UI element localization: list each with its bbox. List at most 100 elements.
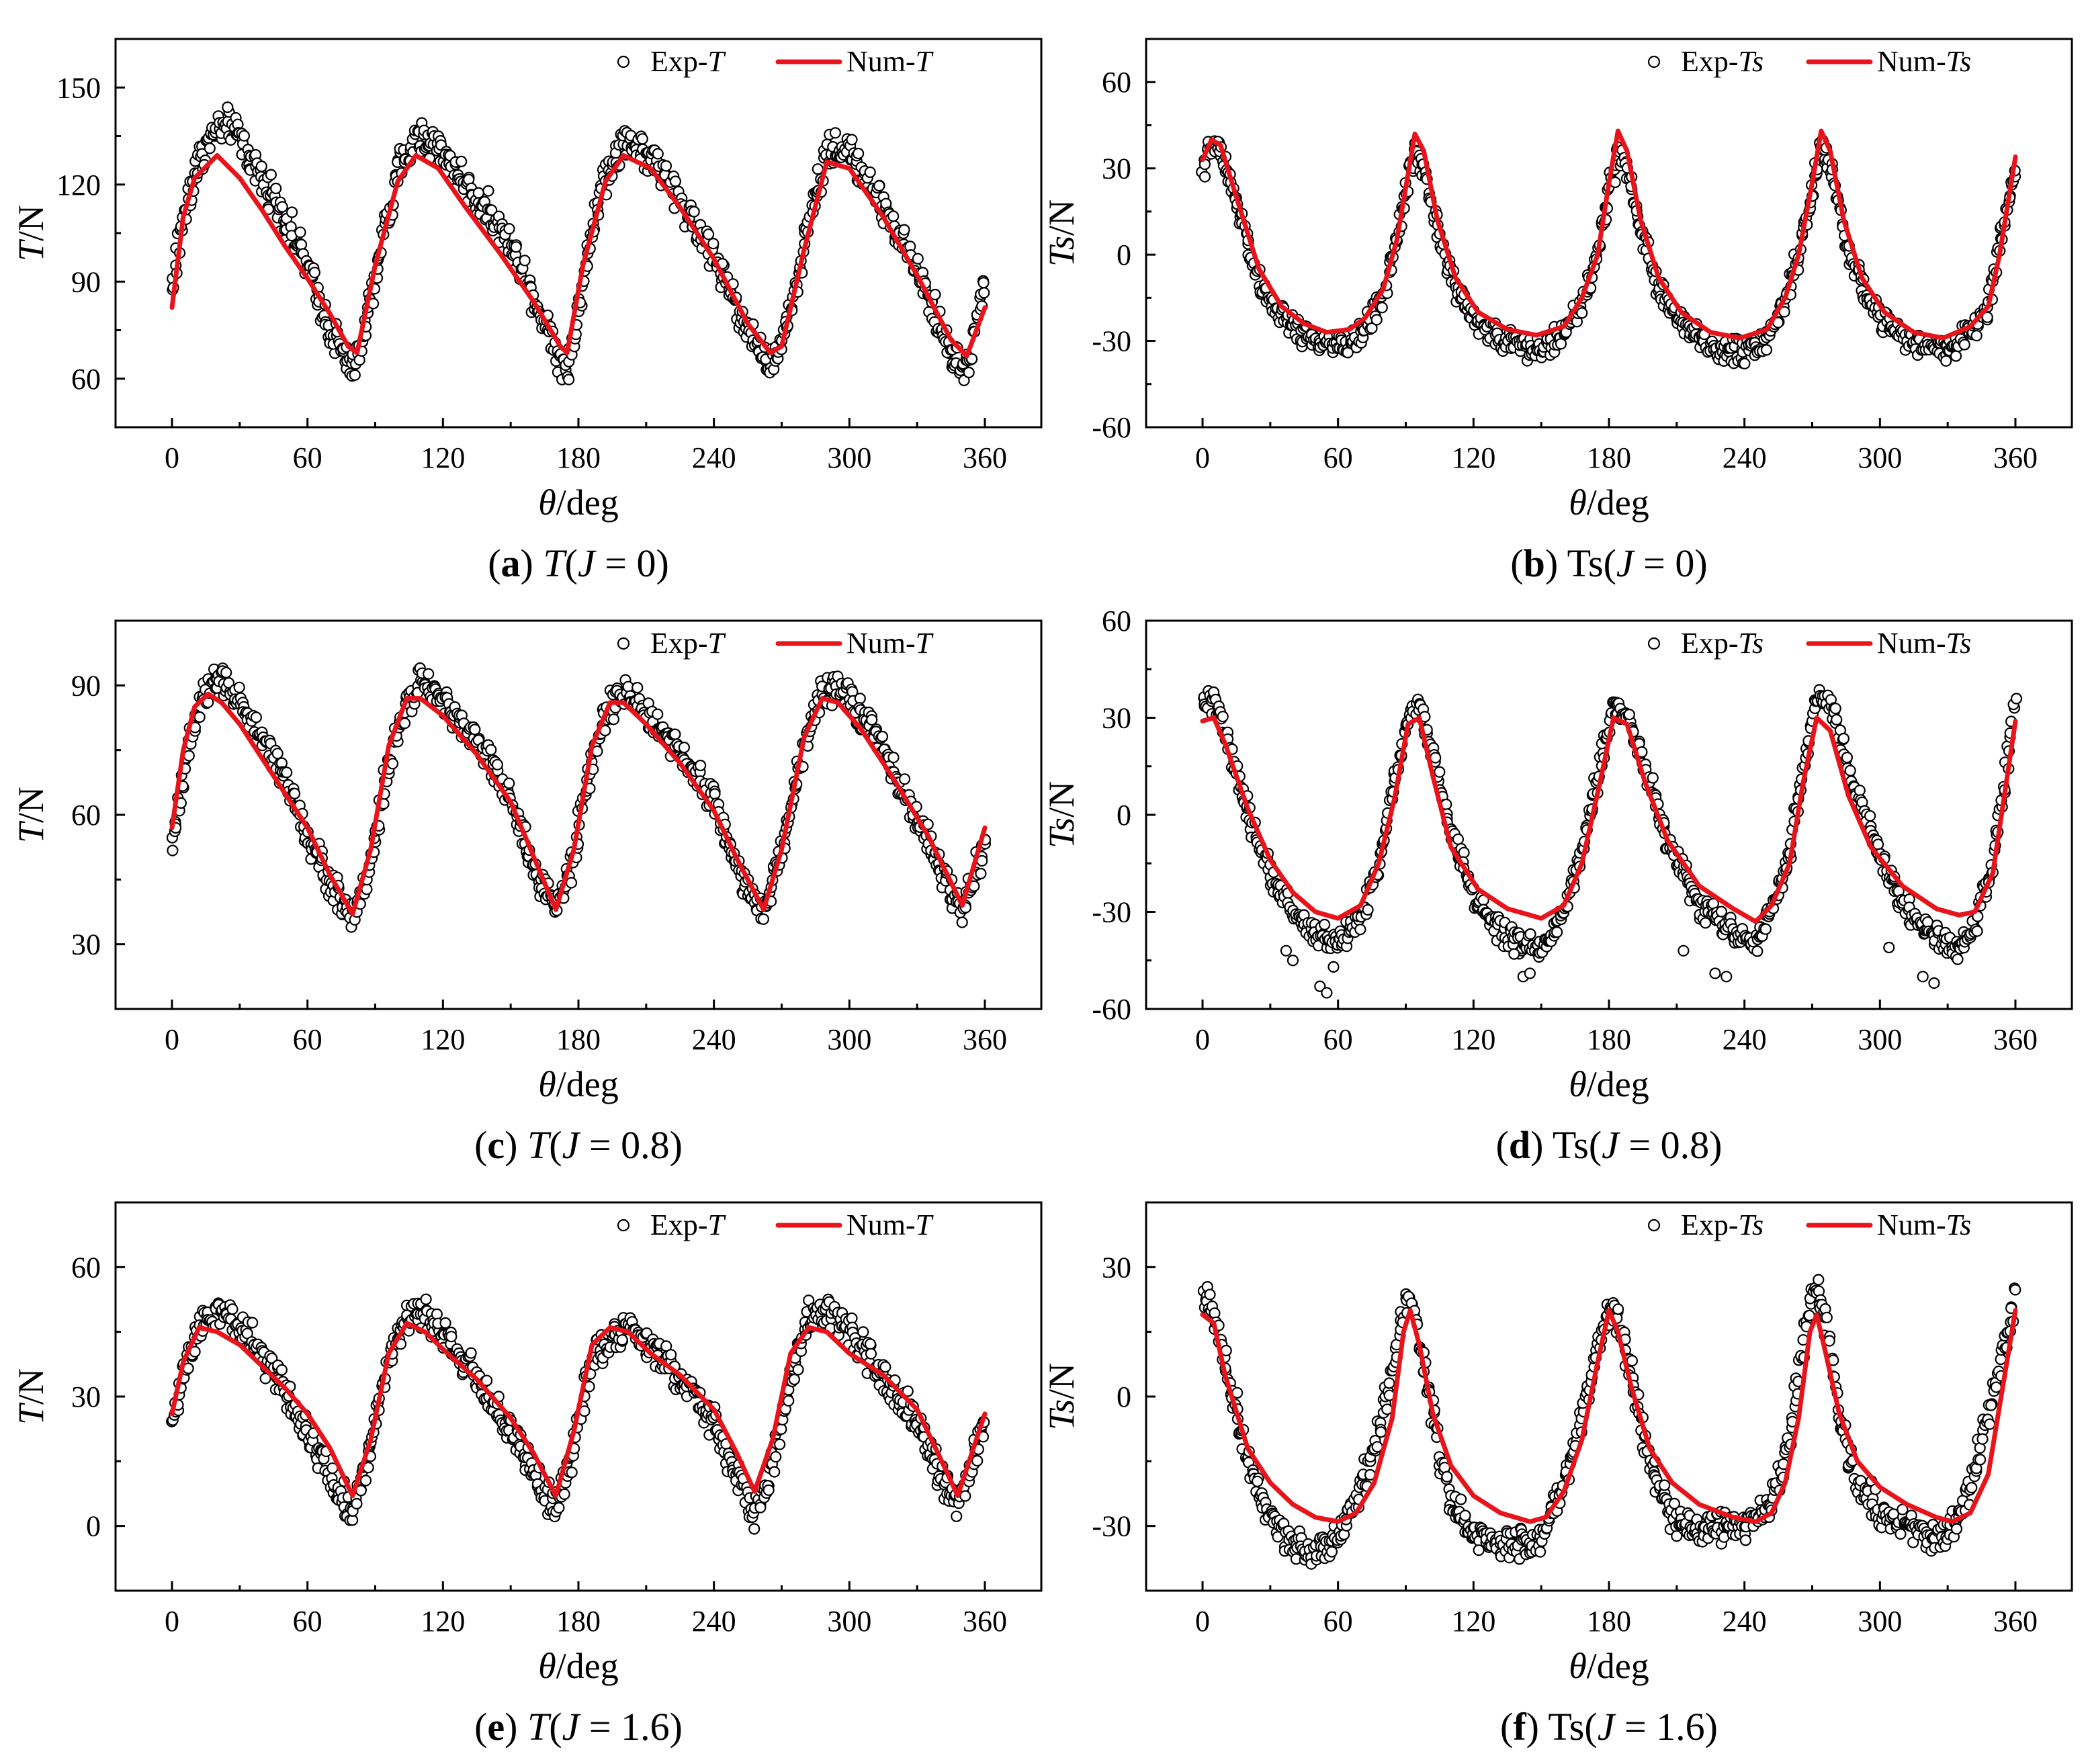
exp-data-point [1354,923,1366,936]
y-tick-label: 60 [1102,605,1131,637]
x-tick-label: 120 [1451,441,1495,474]
plot-area [1197,1274,2021,1570]
exp-data-point [1895,1528,1907,1540]
exp-data-point [783,1395,795,1407]
legend: Exp-Ts Num-Ts [1647,627,1971,660]
y-axis-label: T/N [11,1368,51,1425]
exp-data-point [963,366,975,379]
x-tick-label: 0 [165,1605,179,1638]
exp-data-point [1204,1288,1216,1300]
x-tick-label: 0 [1195,1023,1210,1056]
num-line [1200,128,2018,341]
exp-data-point [1751,945,1764,957]
x-tick-label: 240 [1723,1605,1767,1638]
plot-frame [1145,38,2073,429]
x-tick-label: 120 [1451,1023,1495,1056]
y-axis-label: Ts/N [1041,1363,1082,1430]
exp-outlier-point [1928,977,1940,989]
exp-data-point [669,728,681,740]
exp-outlier-point [1280,944,1292,957]
exp-data-point [1958,339,1970,351]
exp-data-point [1971,925,1983,937]
exp-data-point [1551,926,1563,938]
exp-data-point [553,1502,565,1514]
exp-data-point [259,1372,271,1384]
exp-data-point [275,1364,288,1376]
exp-data-point [519,255,531,267]
x-tick-label: 60 [293,441,322,474]
x-axis-label: θ/deg [538,482,619,523]
x-tick-label: 360 [963,441,1007,474]
x-tick-label: 300 [1858,1605,1902,1638]
exp-data-point [308,267,320,279]
exp-data-point [688,206,700,218]
exp-data-point [959,1490,971,1502]
legend-exp-label: Exp-T [650,627,727,660]
exp-outlier-point [1883,941,1895,954]
y-tick-label: 30 [71,1380,101,1413]
exp-data-point [439,1317,451,1329]
x-tick-label: 120 [421,441,465,474]
exp-data-point [709,788,721,800]
exp-data-point [652,708,664,720]
panel-caption: (d) Ts(J = 0.8) [1496,1123,1723,1167]
x-tick-label: 0 [1195,1605,1210,1638]
exp-data-point [1821,1311,1833,1323]
exp-data-point [220,666,232,678]
exp-data-point [707,238,720,250]
exp-data-point [1459,1509,1471,1522]
exp-points [1196,134,2021,369]
exp-outlier-point [1327,961,1340,973]
exp-data-point [271,748,284,760]
exp-data-point [1458,846,1470,858]
exp-data-point [1251,1475,1264,1487]
y-tick-label: 0 [1117,799,1131,832]
exp-data-point [472,187,484,199]
exp-outlier-point [1524,967,1536,979]
x-tick-label: 300 [827,1605,871,1638]
y-tick-label: 30 [71,928,101,961]
exp-data-point [887,210,900,222]
y-axis-label: T/N [11,787,51,843]
x-tick-label: 60 [293,1605,322,1638]
exp-data-point [1864,809,1876,822]
legend-exp-marker [617,1219,630,1232]
exp-data-point [1452,833,1465,845]
y-axis-label: T/N [11,205,51,261]
exp-data-point [349,369,361,381]
exp-data-point [294,226,306,238]
exp-data-point [1970,330,1983,342]
exp-data-point [238,130,250,142]
exp-data-point [971,1455,984,1467]
x-tick-label: 180 [1587,1605,1631,1638]
x-tick-label: 0 [165,441,179,474]
x-tick-label: 240 [692,1605,736,1638]
exp-outlier-point [1314,980,1326,992]
exp-data-point [812,163,824,175]
exp-data-point [565,877,578,889]
exp-data-point [1217,711,1229,723]
exp-data-point [1700,917,1712,929]
exp-data-point [1370,314,1383,326]
x-tick-label: 240 [1723,441,1767,474]
exp-data-point [876,730,889,743]
y-tick-label: 60 [71,1251,101,1284]
x-tick-label: 240 [692,1023,736,1056]
num-line [169,691,988,917]
panel-caption: (a) T(J = 0) [488,541,669,585]
exp-data-point [270,182,282,195]
exp-data-point [289,787,301,800]
exp-data-point [866,713,878,726]
exp-data-point [204,142,216,155]
exp-data-point [351,1497,363,1510]
exp-outlier-point [1508,948,1520,960]
exp-data-point [482,185,494,197]
x-tick-label: 300 [1858,441,1902,474]
x-tick-label: 120 [1451,1605,1495,1638]
y-tick-label: 60 [71,363,101,396]
x-tick-label: 180 [556,441,601,474]
exp-data-point [386,758,399,770]
exp-data-point [898,773,911,785]
